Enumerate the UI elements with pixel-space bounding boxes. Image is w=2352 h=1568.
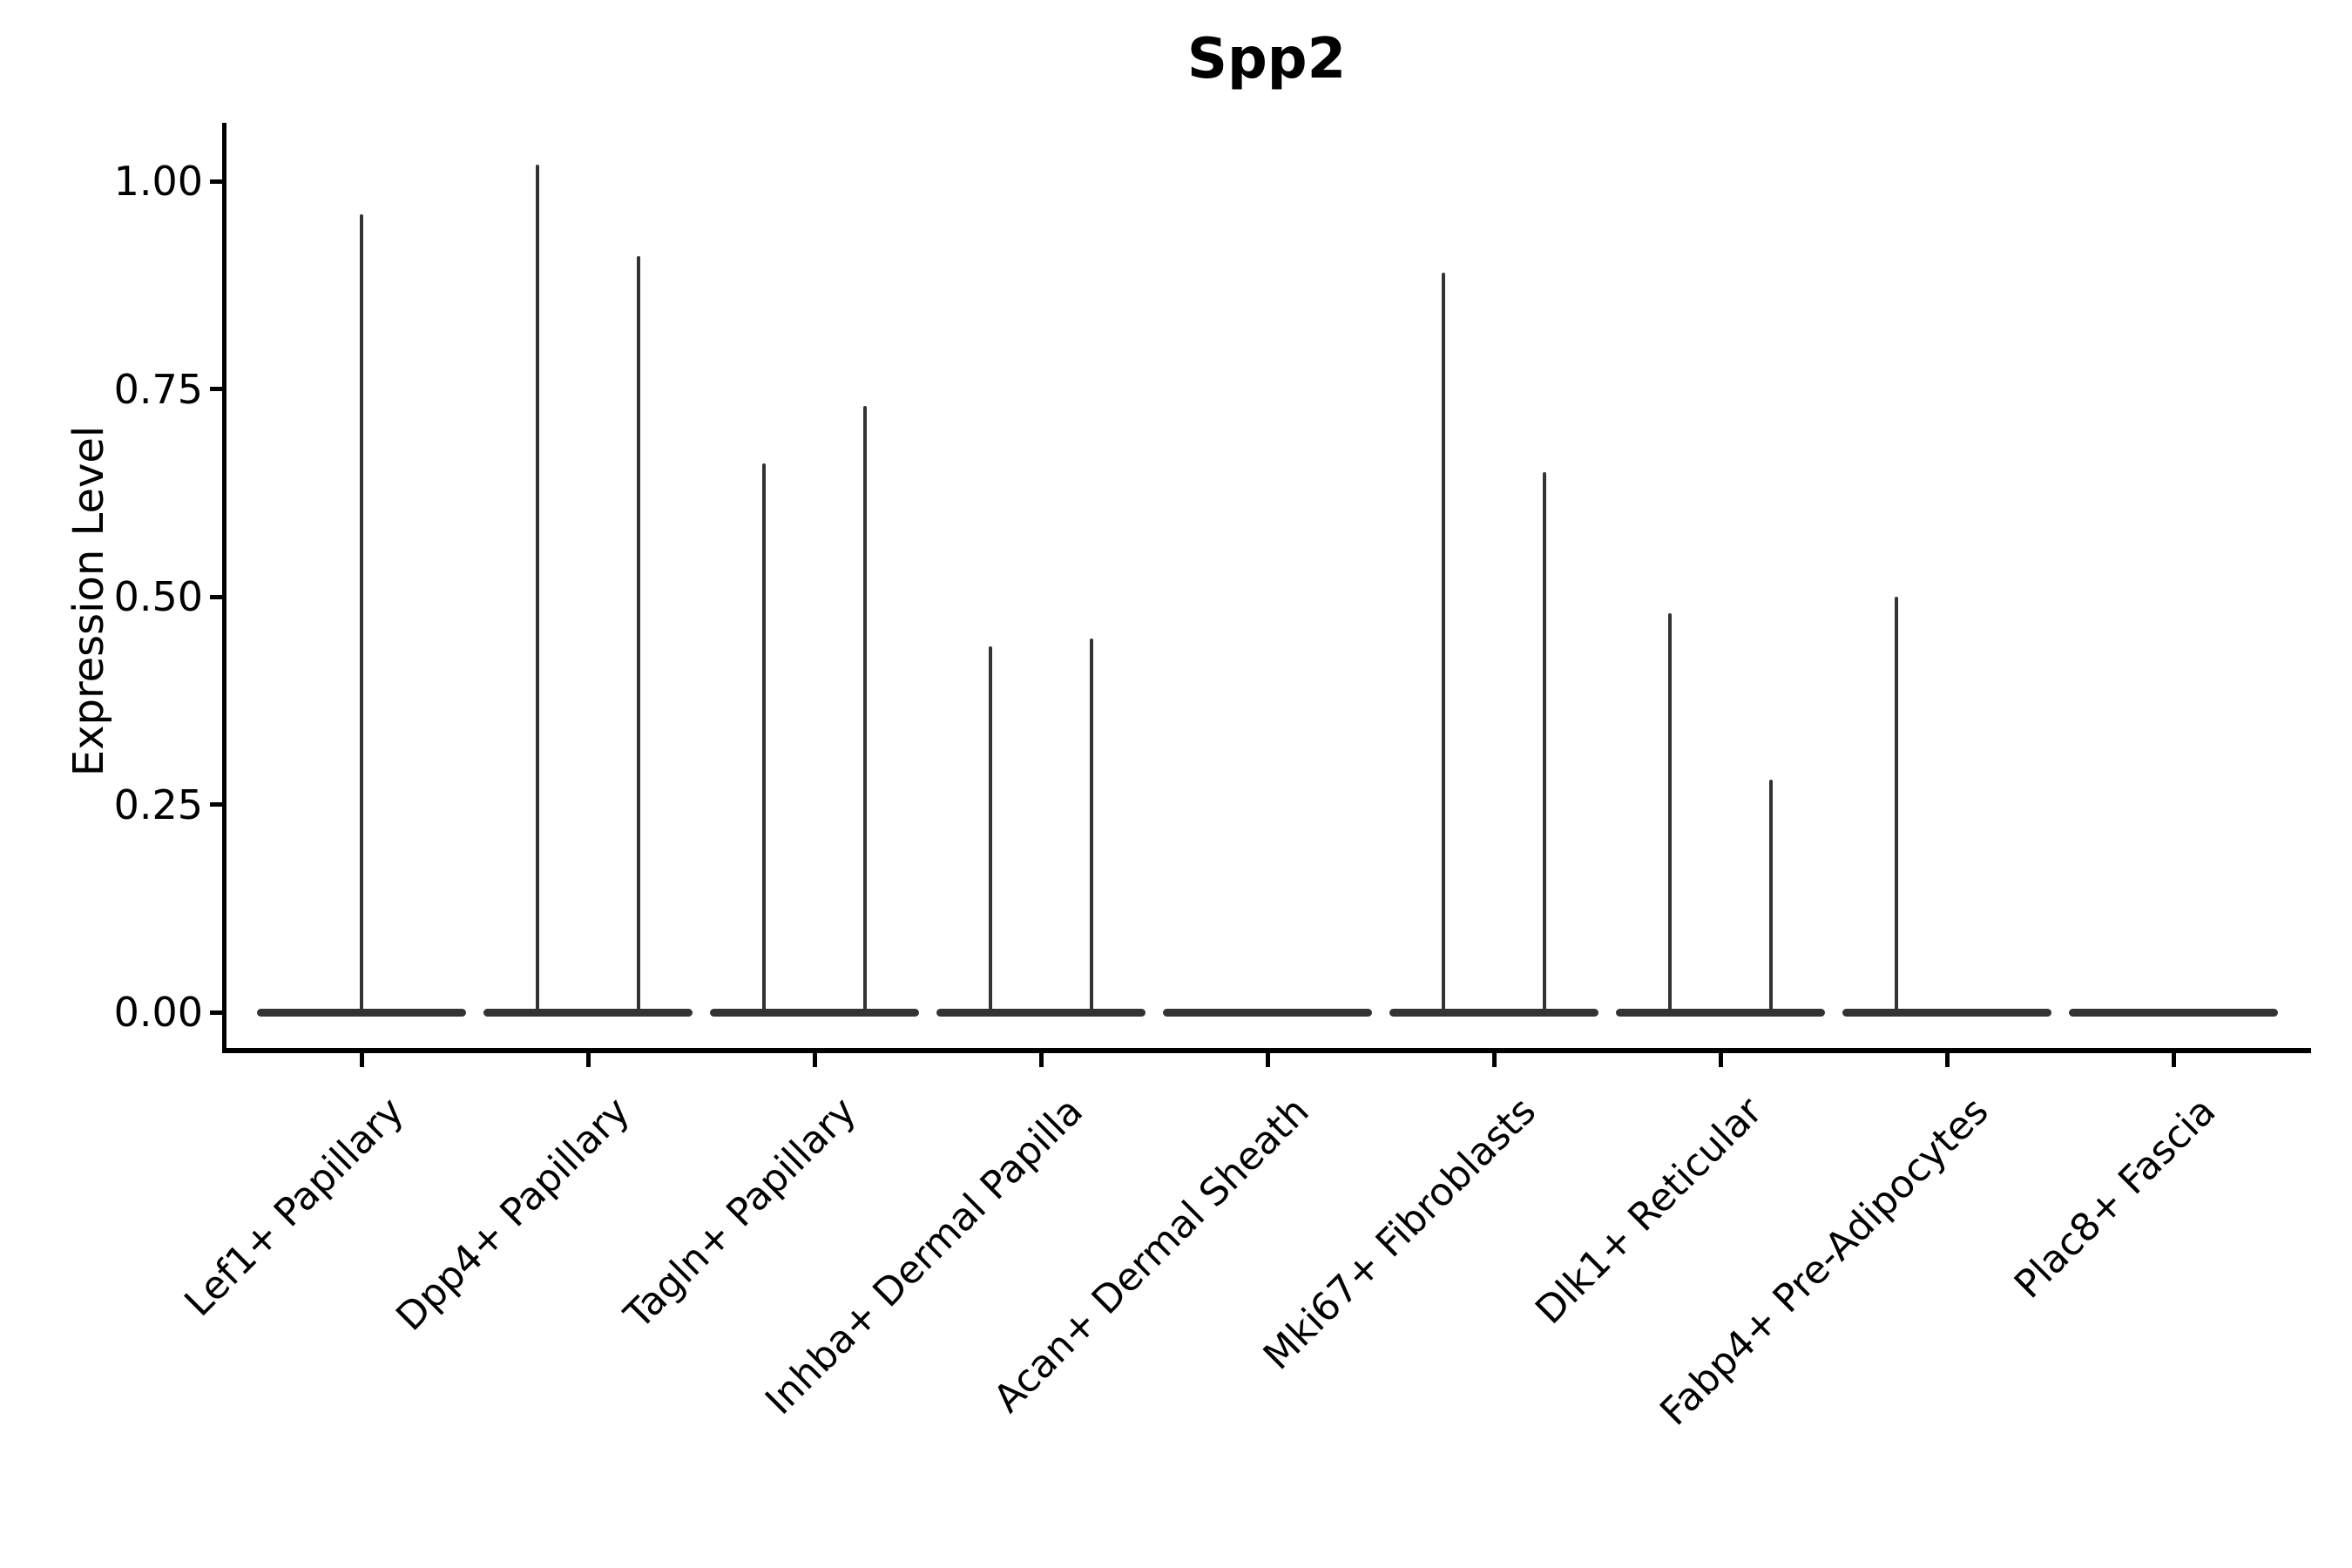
x-axis-spine (222, 1048, 2311, 1053)
x-tick-label: Tagln+ Papillary (616, 1089, 866, 1338)
violin-spike (1769, 779, 1773, 1015)
x-tick-mark (1038, 1053, 1044, 1067)
violin-spike (762, 463, 766, 1015)
y-tick-mark (210, 179, 222, 184)
violin-base (1163, 1008, 1372, 1017)
x-tick-label: Dlk1+ Reticular (1527, 1089, 1772, 1333)
x-tick-mark (359, 1053, 364, 1067)
violin-base (2069, 1008, 2278, 1017)
y-tick-mark (210, 802, 222, 807)
x-tick-mark (1491, 1053, 1497, 1067)
violin-spike (863, 405, 867, 1015)
y-tick-label: 0.75 (113, 365, 203, 413)
y-tick-mark (210, 1010, 222, 1015)
violin-spike (536, 164, 539, 1015)
violin-spike (360, 214, 363, 1015)
y-tick-mark (210, 594, 222, 599)
y-tick-mark (210, 387, 222, 391)
chart-title: Spp2 (1186, 27, 1347, 91)
violin-base (483, 1008, 693, 1017)
violin-spike (1442, 272, 1445, 1015)
x-tick-mark (1265, 1053, 1270, 1067)
violin-spike (1090, 638, 1093, 1015)
x-tick-mark (1944, 1053, 1950, 1067)
violin-spike (1543, 471, 1546, 1015)
violin-base (936, 1008, 1146, 1017)
x-tick-label: Lef1+ Papillary (175, 1089, 413, 1326)
violin-spike (1668, 613, 1672, 1015)
violin-spike (637, 255, 640, 1015)
x-tick-mark (1718, 1053, 1723, 1067)
y-tick-label: 0.50 (113, 573, 203, 620)
x-tick-mark (2171, 1053, 2176, 1067)
x-tick-label: Plac8+ Fascia (2005, 1089, 2225, 1308)
x-tick-mark (585, 1053, 591, 1067)
x-tick-mark (812, 1053, 817, 1067)
violin-spike (989, 646, 992, 1015)
y-tick-label: 1.00 (113, 158, 203, 205)
violin-base (1842, 1008, 2051, 1017)
violin-base (1616, 1008, 1825, 1017)
y-tick-label: 0.25 (113, 781, 203, 828)
y-axis-spine (222, 123, 226, 1053)
violin-base (710, 1008, 919, 1017)
violin-spike (1895, 597, 1898, 1015)
x-tick-label: Dpp4+ Papillary (388, 1089, 639, 1340)
violin-base (1389, 1008, 1598, 1017)
y-tick-label: 0.00 (113, 989, 203, 1036)
